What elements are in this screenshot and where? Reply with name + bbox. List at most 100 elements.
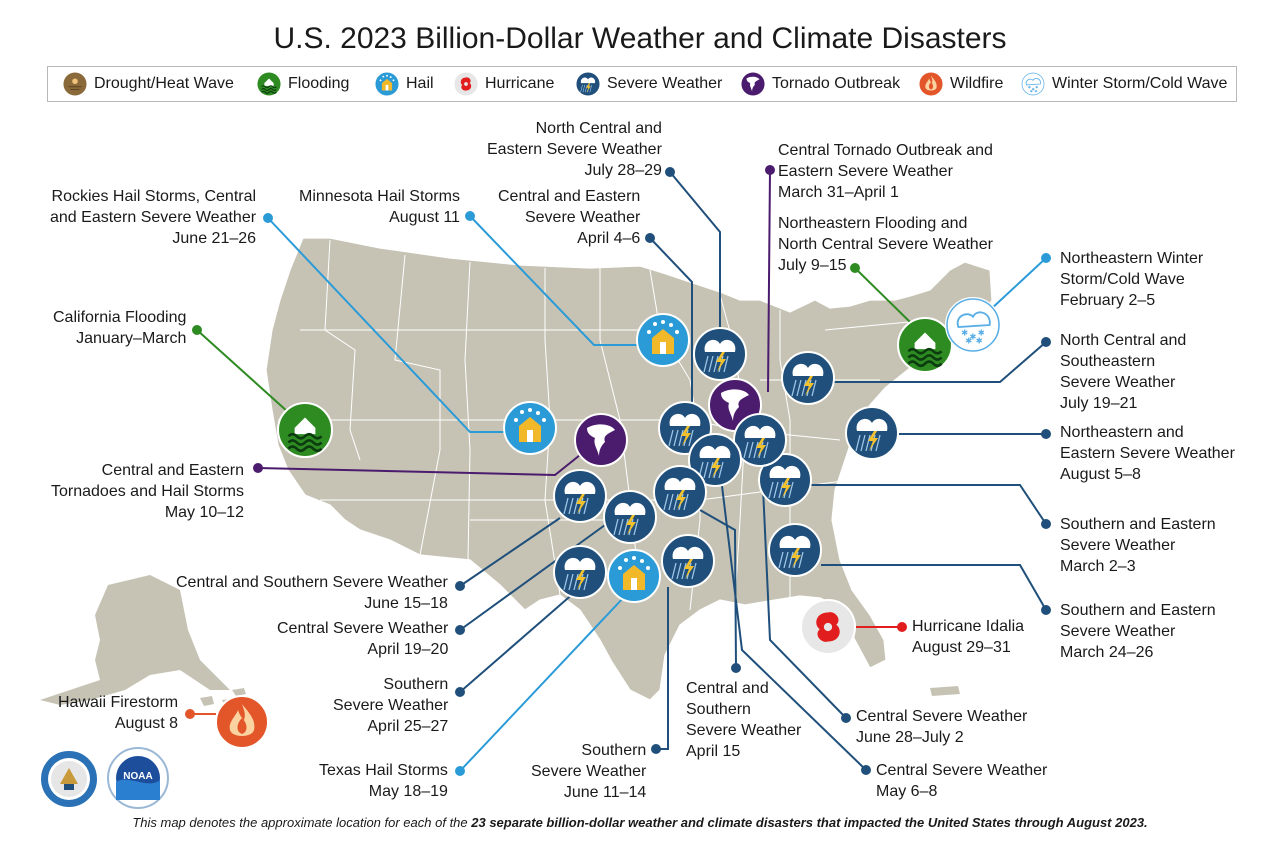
event-label-line: Severe Weather: [1060, 623, 1176, 640]
event-label-line: Severe Weather: [1060, 374, 1176, 391]
event-label-southern-jun11: Southern Severe Weather June 11–14: [531, 740, 646, 803]
event-label-line: May 6–8: [876, 783, 938, 800]
severe-icon[interactable]: [845, 406, 899, 460]
severe-icon: [575, 71, 601, 97]
leader-line-central-southern-jun15: [459, 517, 561, 587]
event-label-central-severe-may6: Central Severe Weather May 6–8: [876, 760, 1047, 802]
hail-icon[interactable]: [607, 549, 661, 603]
hurricane-icon: [453, 71, 479, 97]
event-label-line: Central and Eastern: [101, 462, 244, 479]
leader-line-central-eastern-tornadoes: [257, 454, 581, 477]
event-label-central-eastern-apr4: Central and Eastern Severe Weather April 4…: [498, 186, 640, 249]
severe-icon[interactable]: [693, 327, 747, 381]
event-label-line: February 2–5: [1060, 292, 1156, 309]
leader-dot-minnesota-hail: [465, 211, 475, 221]
severe-icon[interactable]: [768, 523, 822, 577]
event-label-line: California Flooding: [53, 309, 187, 326]
event-label-line: April 25–27: [367, 718, 449, 735]
severe-icon[interactable]: [653, 465, 707, 519]
legend-label: Severe Weather: [607, 75, 723, 92]
leader-dot-rockies-hail: [263, 213, 273, 223]
legend-label: Winter Storm/Cold Wave: [1052, 75, 1228, 92]
event-label-line: June 28–July 2: [856, 729, 964, 746]
severe-icon[interactable]: [781, 351, 835, 405]
leader-line-central-southern-apr15: [699, 509, 737, 669]
event-label-s-e-severe-mar2: Southern and Eastern Severe Weather March …: [1060, 514, 1216, 577]
event-label-line: Northeastern and: [1060, 424, 1184, 441]
leader-line-minnesota-hail: [469, 215, 637, 346]
severe-icon[interactable]: [661, 534, 715, 588]
leader-dot-hawaii-firestorm: [185, 709, 195, 719]
leader-dot-california-flooding: [192, 325, 202, 335]
leader-dot-central-eastern-tornadoes: [253, 463, 263, 473]
leader-line-central-eastern-apr4: [649, 237, 693, 402]
hail-icon[interactable]: [636, 313, 690, 367]
leader-line-central-severe-jun28: [761, 465, 847, 719]
event-label-line: Central and: [686, 680, 769, 697]
severe-icon[interactable]: [553, 545, 607, 599]
hail-icon[interactable]: [503, 401, 557, 455]
hail-icon: [374, 71, 400, 97]
event-label-central-eastern-tornadoes: Central and Eastern Tornadoes and Hail St…: [51, 460, 244, 523]
event-label-line: Southern and Eastern: [1060, 516, 1216, 533]
legend-item-flooding: Flooding: [256, 67, 349, 101]
svg-text:✱: ✱: [976, 336, 983, 346]
event-label-line: Southern: [383, 676, 449, 693]
leader-dot-texas-hail: [455, 766, 465, 776]
flooding-icon[interactable]: [896, 316, 954, 374]
event-label-line: April 19–20: [367, 641, 449, 658]
severe-icon[interactable]: [733, 413, 787, 467]
legend-item-tornado: Tornado Outbreak: [740, 67, 900, 101]
severe-icon[interactable]: [758, 453, 812, 507]
severe-icon[interactable]: [603, 490, 657, 544]
event-label-line: Severe Weather: [333, 697, 449, 714]
winter-icon[interactable]: ✱ ✱ ✱✱ ✱: [944, 296, 1002, 354]
tornado-icon[interactable]: [574, 413, 628, 467]
event-label-line: August 5–8: [1060, 466, 1141, 483]
leader-line-tornado-outbreak-mar31: [767, 169, 771, 393]
event-label-line: Eastern Severe Weather: [1060, 445, 1235, 462]
event-label-line: Eastern Severe Weather: [487, 141, 662, 158]
event-label-line: Northeastern Flooding and: [778, 215, 968, 232]
wildfire-icon[interactable]: [215, 695, 269, 749]
tornado-icon: [740, 71, 766, 97]
svg-text:✱: ✱: [1031, 87, 1034, 91]
svg-text:✱: ✱: [1035, 86, 1038, 90]
flooding-icon[interactable]: [276, 401, 334, 459]
event-label-line: Severe Weather: [1060, 537, 1176, 554]
event-label-line: May 18–19: [368, 783, 448, 800]
leader-dot-hurricane-idalia: [897, 622, 907, 632]
event-label-line: July 28–29: [584, 162, 662, 179]
event-label-minnesota-hail: Minnesota Hail Storms August 11: [299, 186, 460, 228]
event-label-line: Northeastern Winter: [1060, 250, 1204, 267]
severe-icon[interactable]: [553, 469, 607, 523]
leader-line-rockies-hail: [267, 217, 504, 433]
winter-icon: ✱ ✱ ✱✱ ✱: [1020, 71, 1046, 97]
event-label-line: March 31–April 1: [778, 184, 899, 201]
legend-label: Hurricane: [485, 75, 555, 92]
leader-line-ne-central-severe-jul: [669, 171, 721, 328]
event-label-hawaii-firestorm: Hawaii Firestorm August 8: [58, 692, 178, 734]
leader-line-texas-hail: [459, 595, 626, 772]
leader-line-california-flooding: [196, 329, 289, 413]
leader-dot-ne-central-severe-jul: [665, 167, 675, 177]
map-title: U.S. 2023 Billion-Dollar Weather and Cli…: [273, 22, 1007, 55]
hurricane-icon[interactable]: [799, 598, 857, 656]
event-label-line: North Central Severe Weather: [778, 236, 993, 253]
legend-label: Drought/Heat Wave: [94, 75, 234, 92]
event-label-ne-flooding: Northeastern Flooding and North Central S…: [778, 213, 993, 276]
event-label-line: July 9–15: [778, 257, 847, 274]
leader-dot-nc-se-severe: [1041, 337, 1051, 347]
footer-note: This map denotes the approximate locatio…: [132, 815, 1148, 830]
event-label-ne-winter: Northeastern Winter Storm/Cold Wave Februa…: [1060, 248, 1203, 311]
event-label-rockies-hail: Rockies Hail Storms, Central and Eastern …: [50, 186, 256, 249]
event-label-line: Central Severe Weather: [277, 620, 449, 637]
leader-dot-southern-apr25: [455, 687, 465, 697]
leader-dot-central-eastern-apr4: [645, 233, 655, 243]
leader-dot-s-e-severe-mar2: [1041, 519, 1051, 529]
event-label-line: Southern and Eastern: [1060, 602, 1216, 619]
leader-dot-southern-jun11: [651, 744, 661, 754]
alaska: [40, 575, 230, 705]
event-label-line: Rockies Hail Storms, Central: [51, 188, 257, 205]
severe-icon[interactable]: [688, 433, 742, 487]
